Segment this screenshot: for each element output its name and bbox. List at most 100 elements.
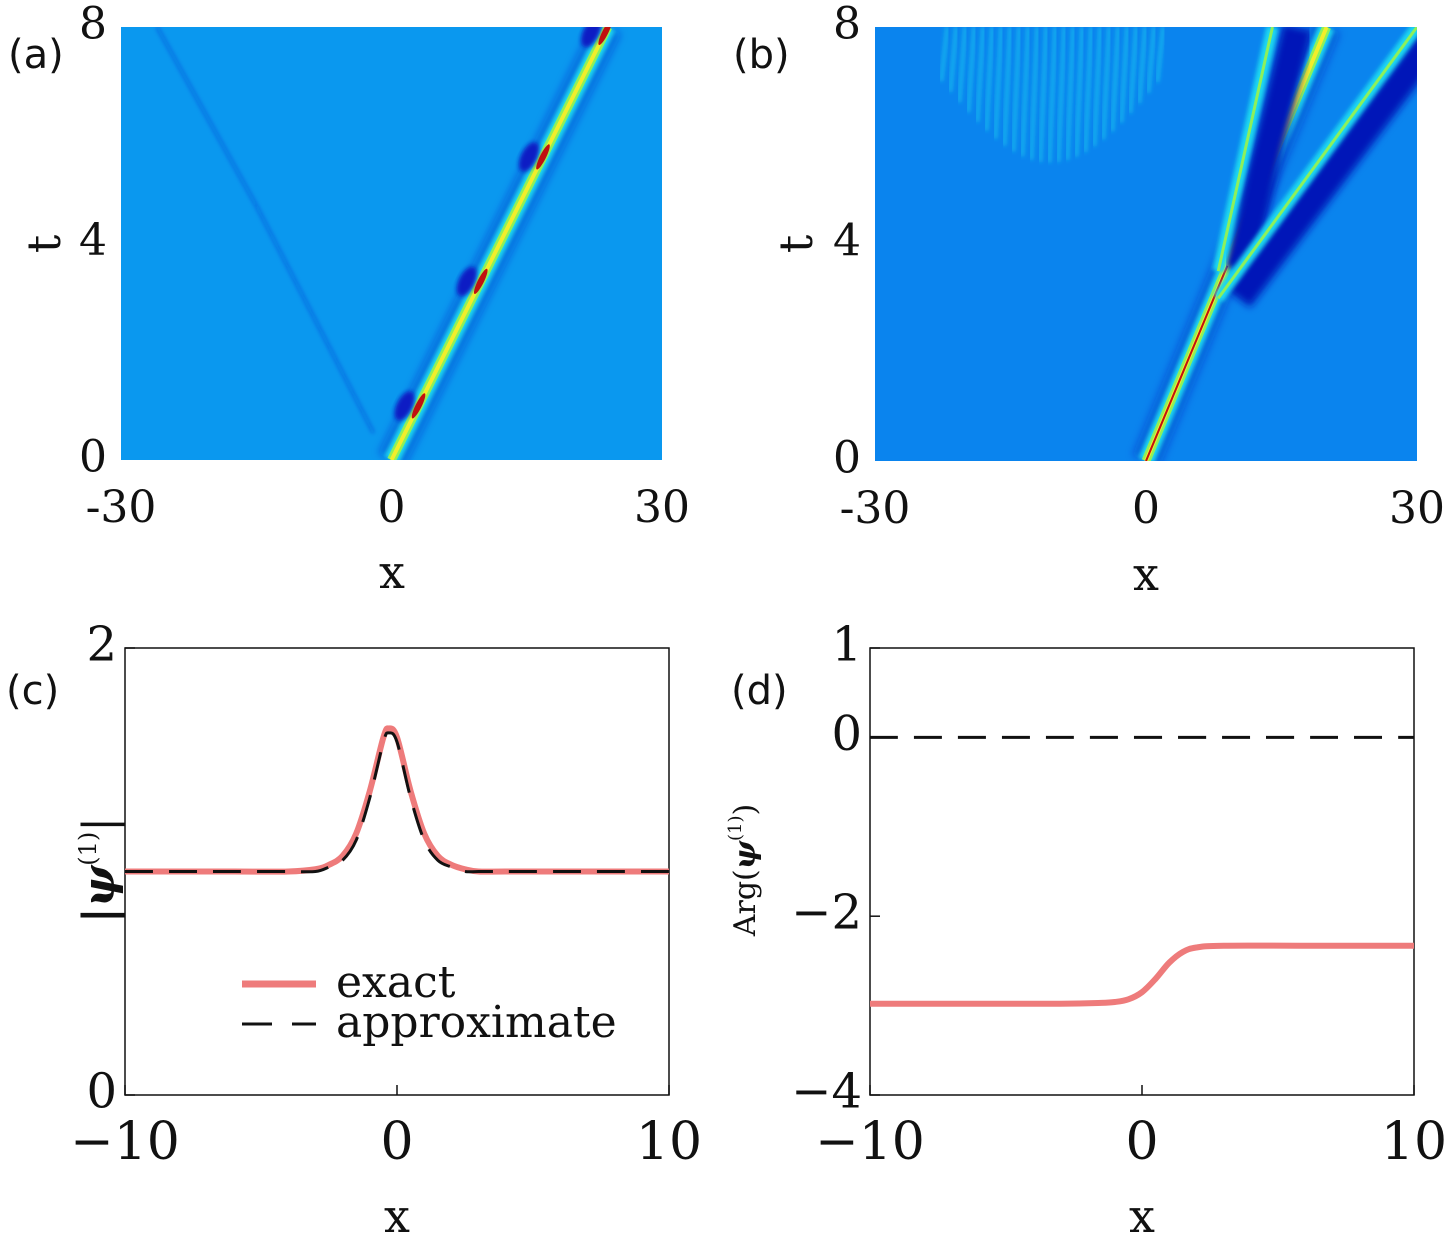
ripple [1092,27,1102,147]
ripple [1065,27,1075,161]
ripple [1074,27,1084,157]
heatmap-b-features [939,27,1417,461]
x-tick-label: 10 [636,1112,702,1172]
x-axis-label-d: x [1129,1189,1155,1242]
y-axis-label-c-bar: | [74,817,125,832]
ripple [1011,27,1021,152]
x-tick-label: −10 [815,1112,925,1172]
y-axis-label-b: t [769,234,823,253]
ripple [957,27,967,103]
ripple [1128,27,1138,114]
branch-ridge [1216,27,1274,272]
line-plot-d [870,735,1414,1007]
ripple [984,27,994,131]
breather-trough [518,142,540,172]
x-tick-label: 30 [634,482,690,533]
y-axis-label-a: t [17,234,71,253]
breather-peak [598,27,613,46]
y-tick-label: 0 [86,1064,117,1120]
y-axis-label-c-sup: (1) [74,832,102,866]
svg-text:Arg(ψ(1)): Arg(ψ(1)) [725,804,763,937]
branch-trough [1226,35,1417,308]
breather-peak [536,144,550,170]
legend-label: exact [336,957,456,1008]
ripple [975,27,985,122]
panel-label-b: (b) [733,32,790,78]
breather-trough [456,266,477,297]
x-tick-label: -30 [86,482,157,533]
panel-d: −10 0 10 −4 −2 0 1 (d) Arg(ψ(1)) x [725,617,1447,1242]
ripple [948,27,958,92]
x-axis-label-a: x [379,545,405,599]
ripple [939,27,949,82]
panel-label-d: (d) [731,668,788,714]
branch-trough [1223,27,1313,275]
y-tick-label: 8 [79,0,107,50]
panel-label-c: (c) [6,668,59,714]
y-axis-label-c: |ψ(1)| [74,817,125,923]
y-tick-label: 2 [86,617,117,673]
y-tick-label: 0 [831,706,862,762]
line-plot-c [125,725,669,875]
ripple [1101,27,1111,140]
y-axis-label-d-arg: Arg( [728,869,763,937]
x-tick-label: 0 [1125,1112,1158,1172]
y-tick-label: −2 [791,885,862,941]
y-tick-label: 4 [79,215,107,266]
ripple [966,27,976,113]
heatmap-b-background [875,27,1417,461]
ripple [1083,27,1093,153]
line-plot-d-axes: −10 0 10 −4 −2 0 1 [791,617,1447,1173]
x-tick-label: -30 [840,483,911,534]
x-axis-label-b: x [1133,547,1159,601]
y-axis-label-c-main: |ψ [74,864,125,923]
y-tick-label: 1 [831,617,862,673]
ripple [1146,27,1156,93]
soliton-core [389,27,610,460]
ripple [1047,27,1057,163]
faint-trough [155,27,258,207]
heatmap-a-features [155,27,622,460]
panel-label-a: (a) [8,32,64,78]
x-tick-label: 0 [1132,483,1160,534]
branch-ridge [1217,27,1417,300]
faint-trough [254,204,375,434]
y-tick-label: 4 [833,216,861,267]
ripple [1020,27,1030,157]
breather-trough [394,391,415,421]
ripple [1056,27,1066,163]
series-line-dashed [125,731,669,874]
legend-label: approximate [336,997,617,1048]
ripple [993,27,1003,139]
ripple [1029,27,1039,160]
ripple [1119,27,1129,123]
x-axis-label-c: x [384,1189,410,1242]
soliton-peak-line [1145,265,1229,461]
y-tick-label: 8 [833,0,861,50]
breather-trough [581,27,602,48]
y-tick-label: −4 [791,1064,862,1120]
ripple [1155,27,1165,83]
x-tick-label: 0 [380,1112,413,1172]
breather-peak [473,268,488,294]
ripple [1038,27,1048,162]
x-tick-label: 0 [378,482,406,533]
ripple [1137,27,1147,104]
svg-text:|ψ(1)|: |ψ(1)| [74,817,125,923]
y-tick-label: 0 [79,432,107,483]
y-axis-label-d-close: ) [728,804,763,816]
y-axis-label-d-sup: (1) [725,816,746,842]
x-tick-label: −10 [70,1112,180,1172]
y-tick-label: 0 [833,433,861,484]
y-axis-label-d-psi: ψ [728,839,763,869]
y-axis-label-d: Arg(ψ(1)) [725,804,763,937]
ripple [1002,27,1012,146]
plot-frame-d [869,647,1415,1096]
